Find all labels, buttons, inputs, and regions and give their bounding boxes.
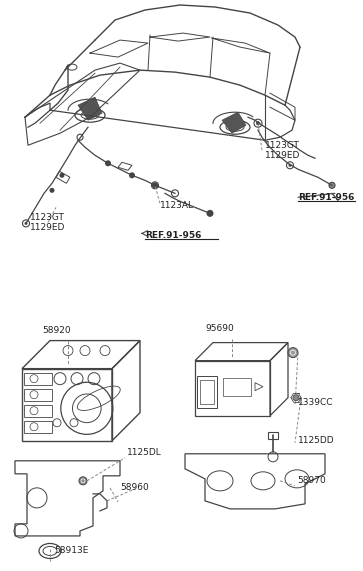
Bar <box>24 389 52 401</box>
Text: 58913E: 58913E <box>54 546 88 556</box>
Circle shape <box>152 182 158 188</box>
Bar <box>56 171 70 183</box>
Circle shape <box>60 173 65 178</box>
Circle shape <box>24 222 28 225</box>
Text: 1125DD: 1125DD <box>298 436 335 445</box>
Bar <box>197 376 217 408</box>
Text: 1129ED: 1129ED <box>30 223 65 232</box>
Bar <box>24 373 52 385</box>
Polygon shape <box>222 112 246 133</box>
Circle shape <box>129 172 135 178</box>
Text: 1129ED: 1129ED <box>265 151 300 160</box>
Text: REF.91-956: REF.91-956 <box>298 193 354 202</box>
Circle shape <box>207 210 213 217</box>
Circle shape <box>256 121 260 125</box>
Circle shape <box>49 188 54 193</box>
Text: 1339CC: 1339CC <box>298 398 334 407</box>
Bar <box>22 369 112 441</box>
Text: 95690: 95690 <box>205 324 234 333</box>
Circle shape <box>329 182 335 188</box>
Bar <box>195 361 270 416</box>
Circle shape <box>288 348 298 357</box>
Text: 58960: 58960 <box>120 484 149 492</box>
Text: 58970: 58970 <box>297 476 326 485</box>
Bar <box>24 405 52 417</box>
Text: 1125DL: 1125DL <box>127 448 162 457</box>
Circle shape <box>105 160 111 166</box>
Text: REF.91-956: REF.91-956 <box>145 231 201 240</box>
Text: 1123AL: 1123AL <box>160 201 194 210</box>
Polygon shape <box>78 97 102 120</box>
Bar <box>200 380 214 404</box>
Text: 1123GT: 1123GT <box>265 141 300 150</box>
Text: 1123GT: 1123GT <box>30 213 65 222</box>
Bar <box>24 421 52 433</box>
Bar <box>223 377 251 396</box>
Circle shape <box>79 477 87 485</box>
Circle shape <box>289 164 291 167</box>
Bar <box>268 432 278 439</box>
Circle shape <box>293 395 299 401</box>
Text: 58920: 58920 <box>42 326 71 335</box>
